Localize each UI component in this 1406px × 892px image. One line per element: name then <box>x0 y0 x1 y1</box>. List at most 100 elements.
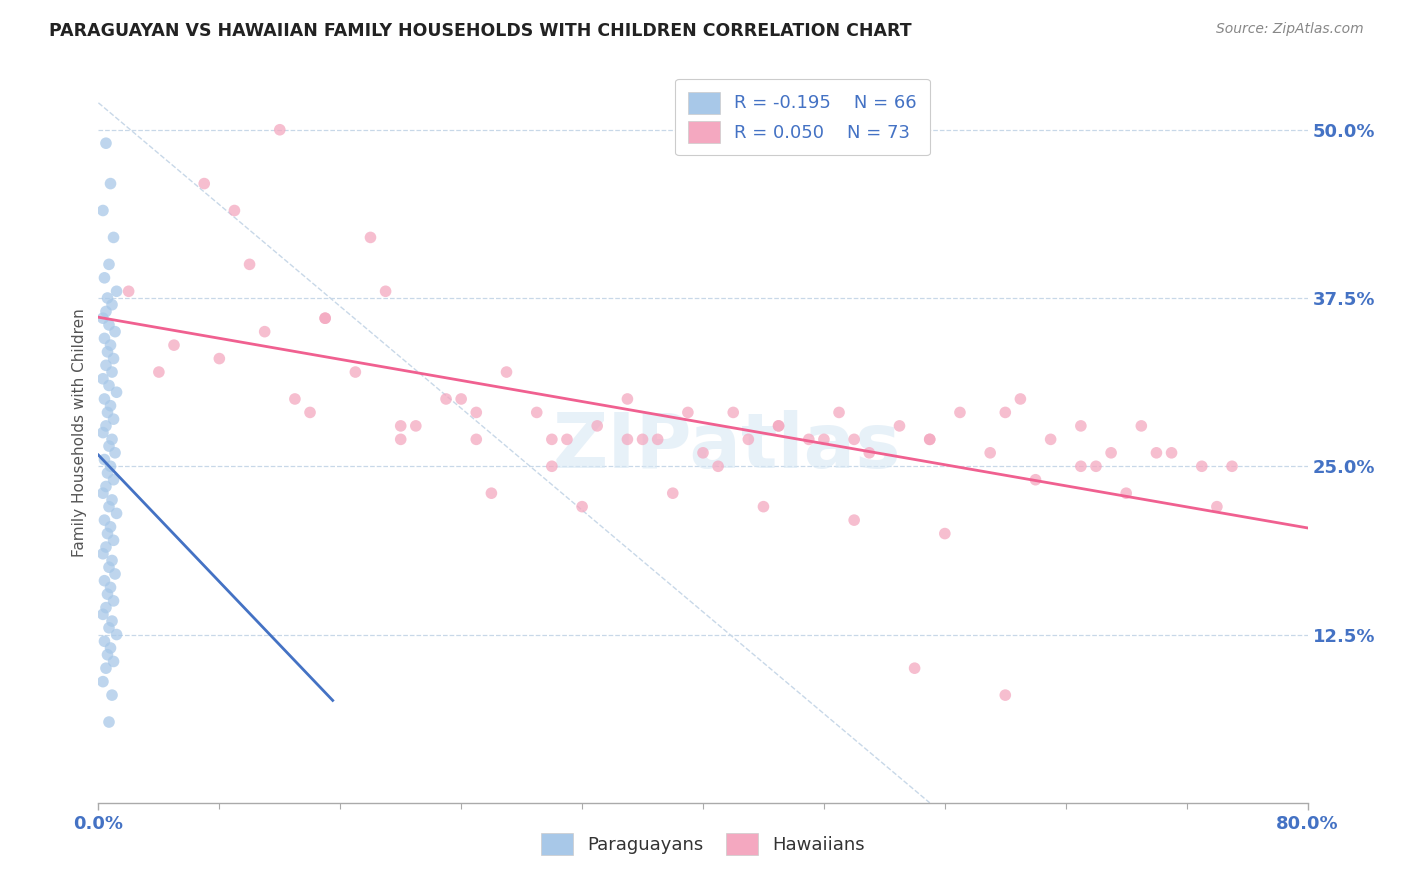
Point <box>94 600 117 615</box>
Point <box>101 433 124 447</box>
Point <box>103 230 125 244</box>
Point <box>193 177 215 191</box>
Point <box>96 648 118 662</box>
Point <box>94 359 117 373</box>
Point <box>768 418 790 433</box>
Point <box>93 331 115 345</box>
Text: Source: ZipAtlas.com: Source: ZipAtlas.com <box>1216 22 1364 37</box>
Point <box>1070 418 1092 433</box>
Point <box>1191 459 1213 474</box>
Point <box>93 574 115 588</box>
Point <box>101 365 124 379</box>
Point <box>828 405 851 419</box>
Point <box>360 230 382 244</box>
Point <box>98 621 121 635</box>
Point <box>94 136 117 151</box>
Point <box>91 203 114 218</box>
Point <box>723 405 745 419</box>
Point <box>93 513 115 527</box>
Point <box>96 344 118 359</box>
Point <box>1144 446 1167 460</box>
Point <box>752 500 775 514</box>
Point <box>100 338 122 352</box>
Point <box>100 640 122 655</box>
Point <box>100 581 122 595</box>
Point <box>91 486 114 500</box>
Point <box>540 433 562 447</box>
Point <box>1070 459 1092 474</box>
Point <box>100 177 122 191</box>
Point <box>661 486 683 500</box>
Point <box>405 418 427 433</box>
Point <box>91 425 114 440</box>
Point <box>101 614 124 628</box>
Point <box>208 351 231 366</box>
Point <box>105 507 128 521</box>
Point <box>163 338 186 352</box>
Point <box>616 433 638 447</box>
Point <box>1220 459 1243 474</box>
Point <box>676 405 699 419</box>
Point <box>858 446 880 460</box>
Point <box>450 392 472 406</box>
Point <box>918 433 941 447</box>
Point <box>284 392 307 406</box>
Point <box>813 433 835 447</box>
Point <box>737 433 759 447</box>
Point <box>93 392 115 406</box>
Point <box>100 459 122 474</box>
Point <box>918 433 941 447</box>
Point <box>904 661 927 675</box>
Point <box>631 433 654 447</box>
Point <box>586 418 609 433</box>
Point <box>93 452 115 467</box>
Y-axis label: Family Households with Children: Family Households with Children <box>72 309 87 557</box>
Point <box>224 203 246 218</box>
Point <box>389 418 412 433</box>
Point <box>934 526 956 541</box>
Point <box>253 325 276 339</box>
Point <box>103 473 125 487</box>
Point <box>239 257 262 271</box>
Point <box>100 399 122 413</box>
Point <box>389 433 412 447</box>
Point <box>94 661 117 675</box>
Point <box>103 655 125 669</box>
Text: ZIPatlas: ZIPatlas <box>553 410 901 484</box>
Point <box>94 304 117 318</box>
Point <box>98 714 121 729</box>
Point <box>98 439 121 453</box>
Point <box>105 385 128 400</box>
Point <box>91 607 114 622</box>
Point <box>98 318 121 332</box>
Point <box>994 405 1017 419</box>
Point <box>91 674 114 689</box>
Point <box>481 486 503 500</box>
Point <box>103 594 125 608</box>
Point <box>844 433 866 447</box>
Point <box>299 405 322 419</box>
Point <box>96 526 118 541</box>
Point <box>707 459 730 474</box>
Point <box>96 291 118 305</box>
Point <box>103 533 125 548</box>
Point <box>101 298 124 312</box>
Point <box>844 513 866 527</box>
Point <box>314 311 336 326</box>
Point <box>94 540 117 554</box>
Point <box>555 433 578 447</box>
Point <box>1130 418 1153 433</box>
Point <box>1115 486 1137 500</box>
Point <box>101 492 124 507</box>
Point <box>495 365 517 379</box>
Point <box>344 365 367 379</box>
Point <box>104 325 127 339</box>
Point <box>98 257 121 271</box>
Point <box>889 418 911 433</box>
Point <box>797 433 820 447</box>
Text: PARAGUAYAN VS HAWAIIAN FAMILY HOUSEHOLDS WITH CHILDREN CORRELATION CHART: PARAGUAYAN VS HAWAIIAN FAMILY HOUSEHOLDS… <box>49 22 912 40</box>
Point <box>434 392 457 406</box>
Point <box>949 405 972 419</box>
Point <box>105 627 128 641</box>
Point <box>1099 446 1122 460</box>
